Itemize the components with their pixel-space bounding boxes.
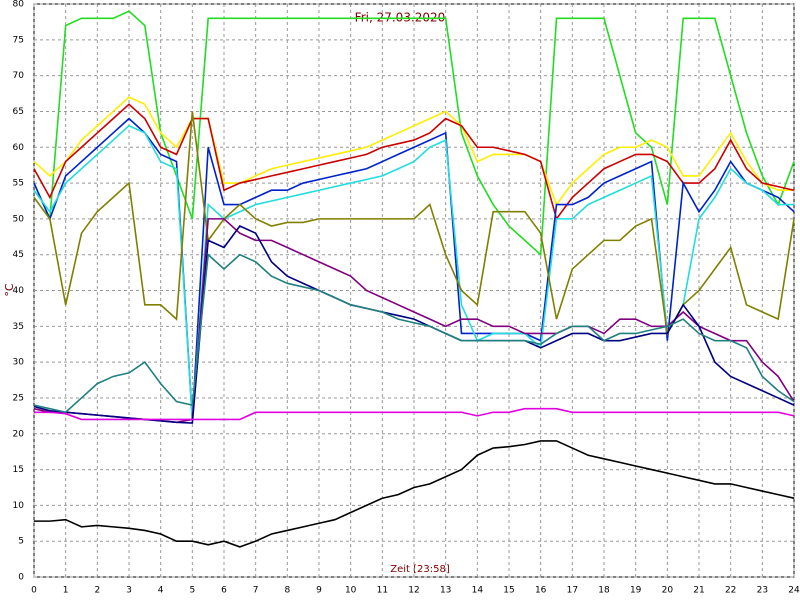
x-tick-label: 6 [221,586,227,596]
x-axis-label: Zeit [23:58] [390,564,450,575]
x-tick-label: 20 [662,586,674,596]
x-tick-label: 2 [94,586,100,596]
x-tick-label: 7 [253,586,259,596]
x-tick-label: 5 [189,586,195,596]
x-tick-label: 22 [725,586,736,596]
y-tick-label: 40 [13,286,25,296]
y-tick-label: 35 [13,322,24,332]
y-tick-label: 45 [13,250,24,260]
y-tick-label: 80 [13,0,25,10]
series-line [34,407,795,421]
series-line [33,253,795,414]
x-tick-label: 19 [630,586,642,596]
y-tick-label: 10 [13,501,25,511]
y-tick-label: 25 [13,393,24,403]
x-tick-label: 16 [535,586,547,596]
y-tick-label: 0 [18,573,24,583]
y-tick-label: 5 [18,537,24,547]
x-tick-label: 17 [567,586,578,596]
x-tick-label: 15 [503,586,514,596]
series-line [34,440,795,548]
x-tick-label: 11 [377,586,388,596]
x-tick-label: 0 [31,586,37,596]
x-tick-label: 21 [693,586,704,596]
x-tick-label: 18 [598,586,610,596]
x-tick-label: 24 [788,586,800,596]
series-line [33,117,795,420]
y-tick-label: 55 [13,179,24,189]
y-tick-label: 65 [13,107,24,117]
x-tick-label: 23 [757,586,768,596]
x-tick-label: 14 [472,586,484,596]
y-tick-label: 60 [13,143,25,153]
series-line [33,225,795,424]
y-tick-label: 70 [13,71,25,81]
y-tick-label: 50 [13,214,25,224]
series-line [33,103,795,221]
x-tick-label: 10 [345,586,357,596]
x-tick-label: 4 [158,586,164,596]
x-tick-label: 3 [126,586,132,596]
y-axis-label: °C [3,283,16,297]
series-line [33,96,794,207]
chart-title: Fri, 27.03.2020 [355,11,446,25]
x-tick-label: 9 [316,586,322,596]
y-tick-label: 75 [13,35,24,45]
x-tick-label: 1 [63,586,69,596]
y-tick-label: 30 [13,358,25,368]
y-tick-label: 20 [13,429,25,439]
x-tick-label: 12 [408,586,419,596]
y-tick-label: 15 [13,465,24,475]
x-tick-label: 13 [440,586,451,596]
x-tick-label: 8 [284,586,290,596]
